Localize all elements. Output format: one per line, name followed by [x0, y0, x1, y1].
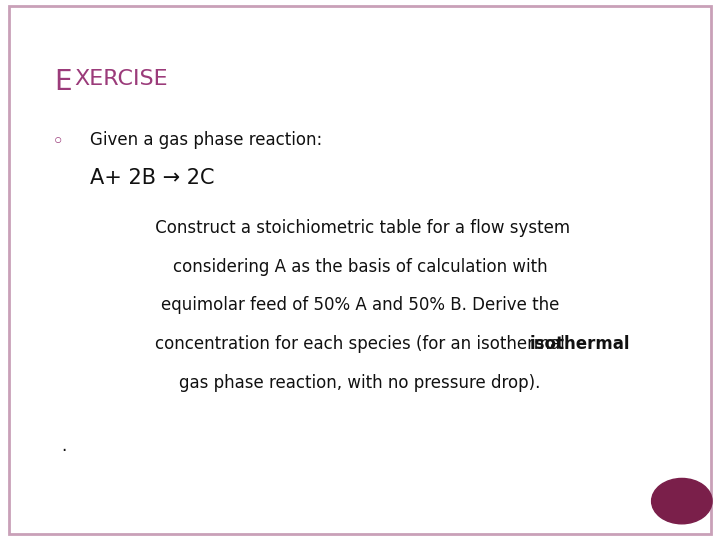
Text: Given a gas phase reaction:: Given a gas phase reaction: — [90, 131, 323, 149]
Text: E: E — [54, 68, 71, 96]
Text: XERCISE: XERCISE — [74, 69, 168, 89]
Text: gas phase reaction, with no pressure drop).: gas phase reaction, with no pressure dro… — [179, 374, 541, 392]
Text: isothermal: isothermal — [529, 335, 630, 353]
Circle shape — [652, 478, 712, 524]
Text: A+ 2B → 2C: A+ 2B → 2C — [90, 168, 215, 188]
Text: considering A as the basis of calculation with: considering A as the basis of calculatio… — [173, 258, 547, 275]
Text: .: . — [61, 437, 66, 455]
Text: concentration for each species (for an isothermal: concentration for each species (for an i… — [155, 335, 565, 353]
Text: equimolar feed of 50% A and 50% B. Derive the: equimolar feed of 50% A and 50% B. Deriv… — [161, 296, 559, 314]
Text: ◦: ◦ — [52, 132, 64, 152]
Text: Construct a stoichiometric table for a flow system: Construct a stoichiometric table for a f… — [150, 219, 570, 237]
